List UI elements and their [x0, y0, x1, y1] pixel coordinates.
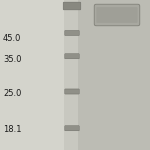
Text: 25.0: 25.0	[3, 89, 21, 98]
Bar	[65, 0, 150, 150]
FancyBboxPatch shape	[63, 2, 81, 10]
FancyBboxPatch shape	[96, 7, 138, 23]
Text: 35.0: 35.0	[3, 55, 21, 64]
FancyBboxPatch shape	[65, 54, 79, 59]
Bar	[78, 0, 150, 150]
Text: 18.1: 18.1	[3, 125, 21, 134]
FancyBboxPatch shape	[65, 126, 79, 131]
FancyBboxPatch shape	[65, 89, 79, 94]
FancyBboxPatch shape	[94, 4, 140, 26]
Bar	[64, 0, 80, 150]
Text: 45.0: 45.0	[3, 34, 21, 43]
FancyBboxPatch shape	[65, 30, 79, 36]
